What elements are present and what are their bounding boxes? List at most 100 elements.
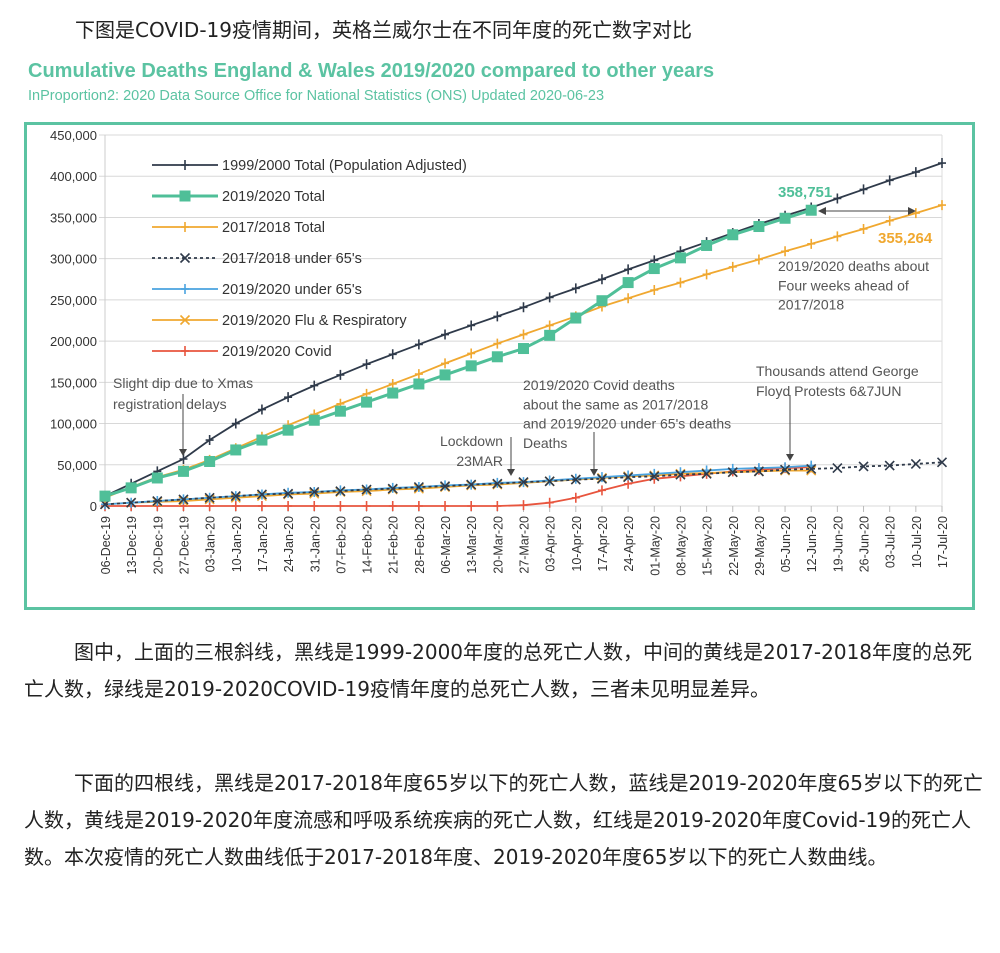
annotation-covid: Deaths: [523, 435, 567, 451]
data-point-2: [885, 215, 894, 226]
data-point-3: [623, 472, 634, 483]
data-point-0: [859, 184, 868, 195]
data-point-2: [728, 261, 737, 272]
data-point-2: [781, 246, 790, 257]
data-point-0: [414, 339, 423, 350]
data-point-0: [597, 274, 606, 285]
legend-label: 1999/2000 Total (Population Adjusted): [222, 158, 467, 174]
paragraph-1: 图中，上面的三根斜线，黑线是1999-2000年度的总死亡人数，中间的黄线是20…: [24, 634, 984, 708]
data-point-2: [702, 269, 711, 280]
data-point-3: [492, 478, 503, 489]
data-point-1: [779, 212, 791, 224]
data-point-3: [466, 479, 477, 490]
data-point-1: [361, 396, 373, 408]
x-tick-label: 10-Jul-20: [910, 516, 924, 568]
x-tick-label: 08-May-20: [674, 516, 688, 576]
data-point-0: [179, 454, 188, 465]
data-point-3: [675, 469, 686, 480]
y-tick-label: 350,000: [50, 210, 97, 225]
data-point-3: [518, 477, 529, 488]
data-point-1: [125, 482, 137, 494]
data-point-3: [126, 497, 137, 508]
data-point-6: [519, 500, 528, 511]
data-point-3: [256, 489, 268, 500]
data-point-6: [257, 501, 266, 511]
data-point-0: [911, 167, 920, 178]
data-point-1: [151, 472, 163, 484]
data-point-0: [467, 320, 476, 331]
legend-marker: [179, 314, 191, 326]
data-point-2: [624, 293, 633, 304]
data-point-6: [310, 501, 319, 511]
y-tick-label: 450,000: [50, 128, 97, 143]
legend-label: 2019/2020 Total: [222, 189, 325, 205]
annotation-ahead: 2019/2020 deaths about: [778, 258, 929, 274]
annotation-ahead: Four weeks ahead of: [778, 277, 909, 293]
data-point-0: [519, 302, 528, 313]
annotation-ahead: 2017/2018: [778, 297, 844, 313]
data-point-3: [544, 476, 555, 487]
x-tick-label: 13-Dec-19: [125, 516, 139, 574]
data-point-6: [231, 501, 240, 511]
y-tick-label: 300,000: [50, 252, 97, 267]
data-point-1: [334, 405, 346, 417]
annotation-ahead-arrowhead-left: [818, 207, 826, 215]
data-point-6: [493, 501, 502, 511]
data-point-6: [571, 492, 580, 503]
series-line-3: [104, 461, 943, 506]
x-tick-label: 19-Jun-20: [831, 516, 845, 572]
data-point-1: [439, 369, 451, 381]
data-point-6: [441, 501, 450, 511]
data-point-1: [387, 387, 399, 399]
data-point-1: [701, 239, 713, 251]
y-tick-label: 250,000: [50, 293, 97, 308]
chart-title: Cumulative Deaths England & Wales 2019/2…: [28, 60, 715, 82]
data-point-3: [387, 483, 398, 494]
data-point-1: [230, 444, 242, 456]
chart-frame: 0 50,000 100,000 150,000 200,000 250,000 300,0…: [24, 122, 975, 610]
legend-label: 2019/2020 Flu & Respiratory: [222, 313, 407, 329]
data-point-2: [441, 358, 450, 369]
annotation-floyd: Floyd Protests 6&7JUN: [756, 383, 902, 399]
data-point-3: [727, 467, 738, 478]
legend-label: 2019/2020 Covid: [222, 344, 332, 360]
data-point-2: [414, 369, 423, 380]
data-point-1: [622, 277, 634, 289]
annotation-floyd-arrow-head: [786, 454, 794, 461]
legend-label: 2019/2020 under 65's: [222, 282, 362, 298]
legend-label: 2017/2018 under 65's: [222, 251, 362, 267]
data-point-2: [545, 320, 554, 331]
x-tick-label: 21-Feb-20: [387, 516, 401, 574]
data-point-0: [624, 264, 633, 275]
annotation-lockdown-arrow-head: [507, 469, 515, 476]
data-point-3: [283, 488, 294, 499]
data-point-2: [807, 238, 816, 249]
data-point-3: [152, 495, 163, 507]
data-point-6: [545, 497, 554, 508]
data-point-3: [806, 463, 817, 474]
data-point-2: [859, 223, 868, 234]
cumulative-deaths-chart: 0 50,000 100,000 150,000 200,000 250,000 300,0…: [50, 128, 950, 576]
x-tick-label: 03-Jan-20: [204, 516, 218, 572]
y-tick-label: 0: [90, 499, 97, 514]
legend-label: 2017/2018 Total: [222, 220, 325, 236]
data-point-2: [938, 200, 946, 211]
data-point-2: [833, 231, 842, 242]
annotation-covid: about the same as 2017/2018: [523, 396, 708, 412]
x-tick-label: 17-Jan-20: [256, 516, 270, 572]
x-tick-label: 24-Jan-20: [282, 516, 296, 572]
data-point-2: [467, 348, 476, 359]
data-point-0: [441, 329, 450, 340]
data-point-1: [204, 455, 216, 467]
data-point-1: [570, 312, 582, 324]
data-point-1: [674, 252, 686, 264]
legend-marker: [181, 160, 189, 170]
x-tick-label: 27-Mar-20: [518, 516, 532, 574]
data-point-2: [676, 277, 685, 288]
legend-marker: [181, 346, 189, 356]
data-point-1: [177, 465, 189, 477]
annotation-lockdown: Lockdown: [440, 433, 503, 449]
data-point-3: [884, 460, 895, 471]
data-point-3: [936, 457, 948, 468]
data-point-0: [310, 380, 319, 391]
